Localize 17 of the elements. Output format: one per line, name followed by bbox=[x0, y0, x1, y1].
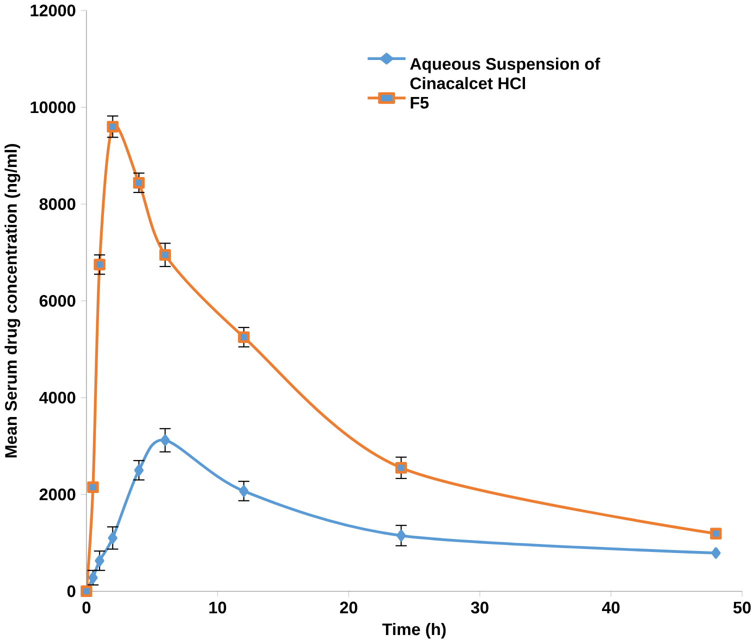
y-tick-label: 2000 bbox=[40, 488, 76, 500]
y-tick-label: 4000 bbox=[39, 392, 76, 404]
y-tick-label: 12000 bbox=[30, 4, 76, 16]
y-tick-label: 6000 bbox=[40, 294, 76, 307]
x-tick-label: 30 bbox=[470, 602, 488, 614]
y-tick-label: 0 bbox=[67, 585, 76, 598]
y-tick-label: 10000 bbox=[30, 101, 76, 114]
y-axis-title: Mean Serum drug concentration (ng/ml) bbox=[4, 144, 20, 458]
x-tick-label: 50 bbox=[733, 602, 751, 614]
y-tick-label: 8000 bbox=[40, 198, 76, 210]
x-tick-label: 40 bbox=[602, 602, 620, 614]
x-tick-label: 20 bbox=[340, 602, 358, 614]
legend-label: F5 bbox=[410, 96, 429, 109]
x-tick-label: 0 bbox=[82, 602, 90, 614]
legend-label: Aqueous Suspension of Cinacalcet HCl bbox=[410, 58, 600, 90]
x-axis-title: Time (h) bbox=[382, 622, 446, 638]
x-tick-label: 10 bbox=[209, 602, 226, 614]
